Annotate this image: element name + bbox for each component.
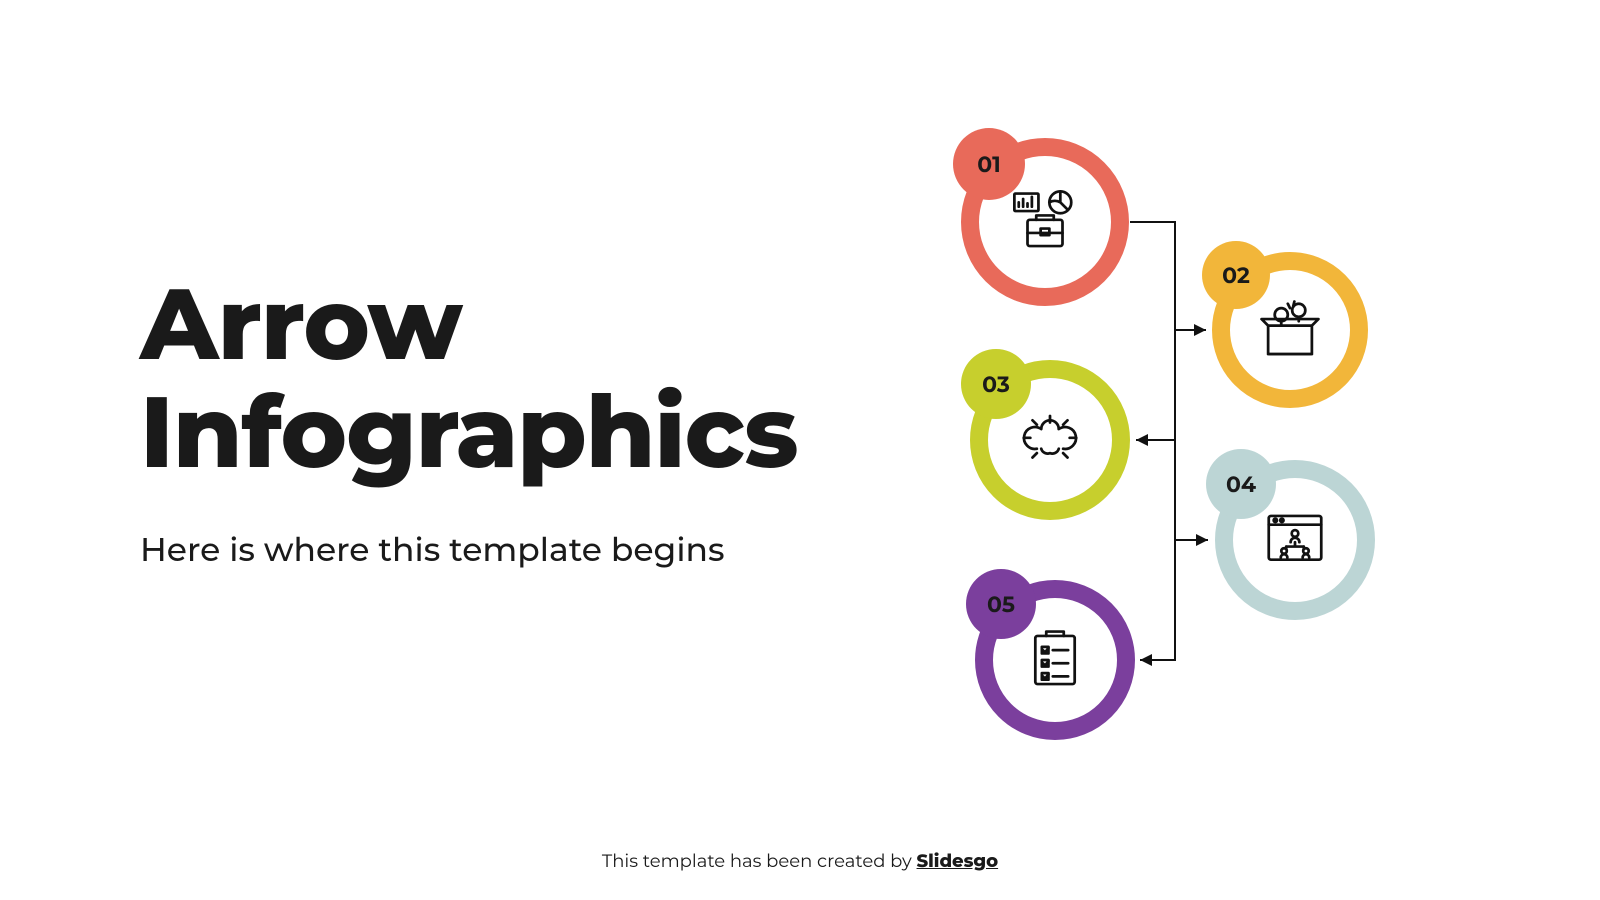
diagram-node-02: 02 xyxy=(1212,252,1368,408)
footer-brand: Slidesgo xyxy=(917,850,999,872)
diagram-node-03: 03 xyxy=(970,360,1130,520)
infographic-diagram: 01 02 03 04 05 xyxy=(0,0,1600,900)
diagram-node-01: 01 xyxy=(961,138,1129,306)
node-badge: 04 xyxy=(1206,449,1276,519)
box-ideas-icon xyxy=(1255,295,1325,365)
diagram-node-04: 04 xyxy=(1215,460,1375,620)
node-badge: 01 xyxy=(953,128,1025,200)
brain-idea-icon xyxy=(1015,405,1085,475)
node-badge: 02 xyxy=(1202,241,1270,309)
org-chart-icon xyxy=(1260,505,1330,575)
footer-attribution: This template has been created by Slides… xyxy=(0,850,1600,872)
diagram-node-05: 05 xyxy=(975,580,1135,740)
checklist-icon xyxy=(1020,625,1090,695)
node-badge: 03 xyxy=(961,349,1031,419)
footer-text: This template has been created by xyxy=(602,850,917,872)
briefcase-chart-icon xyxy=(1010,187,1080,257)
node-badge: 05 xyxy=(966,569,1036,639)
